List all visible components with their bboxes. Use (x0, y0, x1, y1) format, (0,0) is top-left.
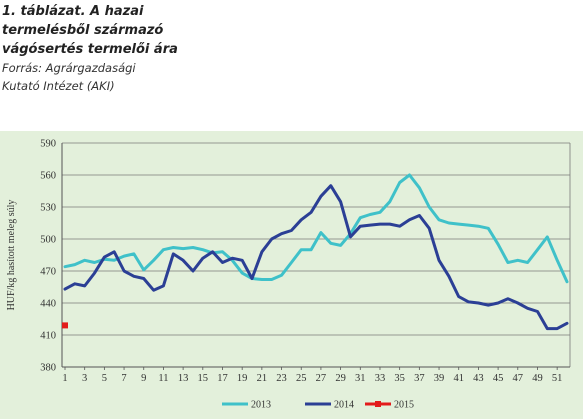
series-line-2013 (63, 173, 569, 284)
source-line-2: Kutató Intézet (AKI) (2, 79, 115, 93)
x-tick-label: 47 (513, 373, 524, 384)
x-tick-label: 39 (434, 373, 445, 384)
x-tick-label: 33 (375, 373, 386, 384)
x-tick-label: 9 (141, 373, 146, 384)
chart-panel: 380 410 440 470 500 530 560 590 1 3 5 7 9 11 13 15 17 19 2… (0, 131, 583, 419)
caption: 1. táblázat. A hazai termelésből származ… (2, 2, 242, 95)
x-tick-label: 25 (296, 373, 307, 384)
x-tick-label: 31 (355, 373, 366, 384)
series-line-2014 (63, 184, 569, 331)
x-tick-label: 41 (453, 373, 464, 384)
y-tick-label: 410 (40, 331, 56, 342)
x-tick-label: 29 (335, 373, 346, 384)
plot-area (62, 143, 570, 367)
y-tick-label: 560 (40, 171, 56, 182)
legend-marker-2015 (375, 401, 381, 407)
x-tick-label: 1 (62, 373, 67, 384)
y-tick-label: 380 (40, 363, 56, 374)
y-tick-label: 470 (40, 267, 56, 278)
x-tick-label: 51 (552, 373, 563, 384)
y-tick-label: 530 (40, 203, 56, 214)
table-title-line-3: vágósertés termelői ára (2, 42, 178, 57)
y-tick-label: 500 (40, 235, 56, 246)
x-tick-label: 23 (276, 373, 287, 384)
legend-label-2013: 2013 (251, 400, 271, 411)
series-point-2015 (62, 322, 68, 329)
x-tick-label: 11 (158, 373, 168, 384)
x-tick-label: 5 (102, 373, 107, 384)
y-tick-label: 440 (40, 299, 56, 310)
x-tick-label: 35 (394, 373, 405, 384)
x-tick-label: 15 (198, 373, 209, 384)
legend-label-2015: 2015 (394, 400, 414, 411)
y-axis-label: HUF/kg hasított meleg súly (6, 200, 17, 311)
legend-label-2014: 2014 (334, 400, 354, 411)
y-tick-label: 590 (40, 139, 56, 150)
x-tick-label: 27 (316, 373, 327, 384)
x-tick-label: 19 (237, 373, 248, 384)
x-tick-label: 13 (178, 373, 189, 384)
table-title-line-2: termelésből származó (2, 23, 164, 38)
x-tick-label: 49 (532, 373, 543, 384)
x-tick-label: 45 (493, 373, 504, 384)
x-tick-label: 7 (121, 373, 126, 384)
x-tick-label: 43 (473, 373, 484, 384)
x-tick-label: 17 (217, 373, 228, 384)
table-title-line-1: 1. táblázat. A hazai (2, 4, 144, 19)
x-tick-label: 3 (82, 373, 87, 384)
x-tick-label: 37 (414, 373, 425, 384)
source-line-1: Forrás: Agrárgazdasági (2, 61, 136, 75)
x-tick-label: 21 (257, 373, 268, 384)
